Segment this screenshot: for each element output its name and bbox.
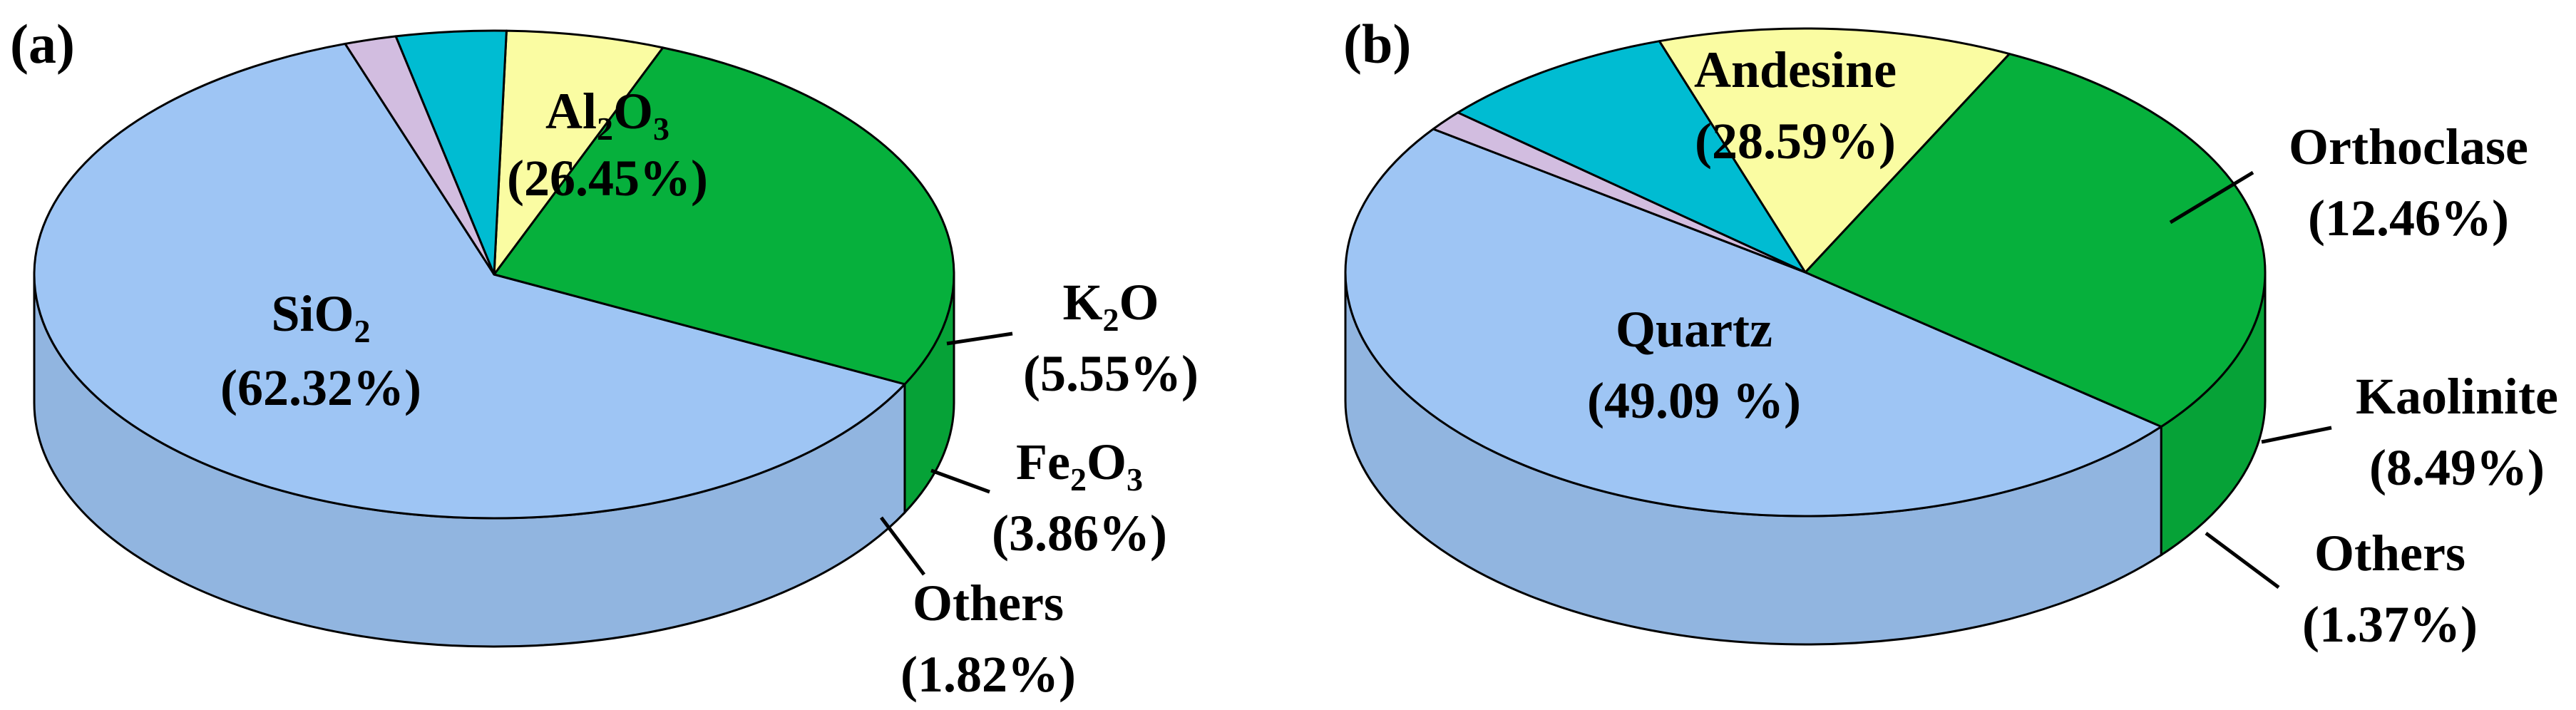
slice-k2o [493, 29, 664, 276]
slice-others [1432, 111, 1807, 274]
label-others-b-percent: (1.37%) [2302, 596, 2478, 653]
label-al2o3-sub: 2 [597, 110, 613, 147]
svg-text:Fe2O3: Fe2O3 [1016, 433, 1143, 498]
label-k2o-main: K [1062, 274, 1102, 331]
slice-label-al2o3: Al2O3 (26.45%) [507, 83, 708, 207]
label-fe2o3-sub2: 3 [1127, 461, 1143, 498]
slice-label-fe2o3: Fe2O3 (3.86%) [992, 433, 1167, 562]
slice-sio2 [33, 42, 906, 520]
label-kaolinite-percent: (8.49%) [2369, 439, 2545, 496]
pie-a-slices [33, 29, 955, 648]
label-al2o3-sub2: 3 [653, 110, 669, 147]
label-al2o3-percent: (26.45%) [507, 150, 708, 207]
label-fe2o3-sub: 2 [1070, 461, 1087, 498]
svg-text:K2O: K2O [1062, 274, 1159, 338]
panel-label-b: (b) [1343, 13, 1411, 75]
label-al2o3-main: Al [545, 83, 597, 140]
leader-line-others-a [880, 516, 925, 576]
slice-orthoclase [1658, 27, 2011, 274]
pie-chart-a: (a) SiO2 (62.32%) Al2O3 (26.45%) K2O (5.… [10, 13, 1199, 703]
label-andesine-name: Andesine [1694, 41, 1897, 98]
panel-label-a: (a) [10, 13, 75, 75]
label-orthoclase-name: Orthoclase [2289, 118, 2528, 175]
label-sio2-main: SiO [271, 285, 354, 342]
label-others-b-name: Others [2314, 525, 2465, 582]
label-orthoclase-percent: (12.46%) [2308, 190, 2509, 247]
pie-top-faces [33, 29, 955, 520]
label-others-a-name: Others [913, 575, 1064, 632]
slice-kaolinite [1457, 40, 1807, 274]
leader-line-fe2o3 [930, 468, 990, 494]
label-al2o3-tail: O [613, 83, 653, 140]
pie-b-slices [1344, 27, 2267, 646]
leader-line-kaolinite [2261, 426, 2332, 444]
svg-text:SiO2: SiO2 [271, 285, 370, 349]
slice-al2o3 [493, 46, 955, 386]
slice-label-sio2: SiO2 (62.32%) [220, 285, 421, 416]
pie-chart-b: (b) Quartz (49.09 %) Andesine (28.59%) O… [1343, 13, 2558, 653]
slice-label-k2o: K2O (5.55%) [1023, 274, 1199, 402]
label-fe2o3-percent: (3.86%) [992, 505, 1167, 562]
label-sio2-percent: (62.32%) [220, 359, 421, 416]
leader-line-orthoclase [2169, 170, 2254, 225]
label-fe2o3-tail: O [1087, 433, 1127, 490]
label-andesine-percent: (28.59%) [1695, 113, 1896, 170]
leader-line-k2o [946, 331, 1013, 346]
slice-andesine [1804, 53, 2267, 428]
label-quartz-percent: (49.09 %) [1587, 372, 1801, 429]
label-kaolinite-name: Kaolinite [2356, 368, 2558, 425]
label-fe2o3-main: Fe [1016, 433, 1070, 490]
slice-quartz [1344, 128, 2162, 518]
slice-others [344, 35, 496, 276]
label-k2o-tail: O [1119, 274, 1159, 331]
svg-text:Al2O3: Al2O3 [545, 83, 669, 147]
label-quartz-name: Quartz [1616, 301, 1772, 358]
label-k2o-sub: 2 [1103, 302, 1119, 338]
label-sio2-sub: 2 [354, 313, 371, 349]
label-others-a-percent: (1.82%) [900, 646, 1076, 703]
label-k2o-percent: (5.55%) [1023, 345, 1199, 402]
pie-top-faces [1344, 27, 2267, 518]
leader-line-others-b [2205, 531, 2280, 590]
